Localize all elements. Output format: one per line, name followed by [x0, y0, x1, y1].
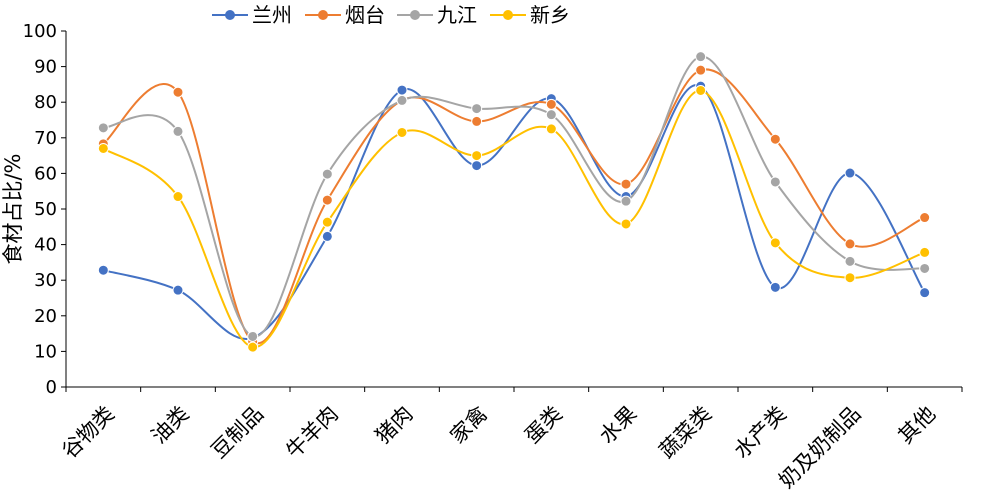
data-point: [247, 341, 259, 353]
data-point: [321, 168, 333, 180]
y-tick-label: 90: [34, 57, 57, 78]
data-point: [919, 287, 931, 299]
x-tick-label: 谷物类: [57, 402, 119, 464]
y-tick-label: 70: [34, 128, 57, 149]
x-tick-label: 奶及奶制品: [774, 402, 865, 493]
legend: 兰州 烟台 九江 新乡: [212, 3, 570, 27]
data-point: [471, 160, 483, 172]
data-point: [321, 230, 333, 242]
data-point: [844, 272, 856, 284]
data-point: [620, 178, 632, 190]
x-tick-label: 牛羊肉: [281, 402, 343, 464]
legend-swatch-marker: [225, 10, 235, 20]
data-point: [97, 142, 109, 154]
x-tick-label: 蔬菜类: [655, 402, 717, 464]
x-tick-label: 水果: [595, 402, 642, 449]
y-tick-label: 100: [23, 21, 57, 42]
series-line: [103, 55, 925, 338]
data-point: [471, 103, 483, 115]
legend-label: 兰州: [252, 3, 292, 27]
x-tick-label: 油类: [147, 402, 194, 449]
series-line: [102, 68, 926, 345]
data-point: [396, 126, 408, 138]
data-point: [769, 133, 781, 145]
legend-item: 兰州: [212, 3, 292, 27]
data-point: [247, 330, 259, 342]
data-point: [695, 84, 707, 96]
y-tick-label: 20: [34, 306, 57, 327]
legend-item: 烟台: [305, 3, 385, 27]
legend-item: 新乡: [490, 3, 570, 27]
data-point: [97, 264, 109, 276]
data-point: [321, 216, 333, 228]
legend-label: 九江: [437, 3, 477, 27]
data-point: [620, 195, 632, 207]
data-point: [321, 194, 333, 206]
data-point: [172, 191, 184, 203]
legend-swatch-marker: [318, 10, 328, 20]
data-point: [919, 212, 931, 224]
y-tick-label: 0: [46, 377, 57, 398]
data-point: [695, 51, 707, 63]
data-point: [471, 150, 483, 162]
data-point: [769, 176, 781, 188]
data-point: [769, 281, 781, 293]
series-4: [97, 84, 931, 353]
y-tick-label: 30: [34, 270, 57, 291]
x-tick-label: 猪肉: [371, 402, 418, 449]
legend-item: 九江: [397, 3, 477, 27]
data-point: [844, 167, 856, 179]
y-axis: 0 10 20 30 40 50 60 70 80 90 100: [23, 21, 67, 398]
data-point: [844, 238, 856, 250]
data-point: [545, 109, 557, 121]
data-point: [172, 86, 184, 98]
y-tick-label: 50: [34, 199, 57, 220]
data-point: [471, 115, 483, 127]
series-layer: [97, 51, 931, 353]
x-tick-label: 其他: [894, 402, 941, 449]
y-tick-label: 60: [34, 163, 57, 184]
data-point: [919, 262, 931, 274]
data-point: [545, 123, 557, 135]
series-3: [97, 51, 931, 342]
data-point: [769, 237, 781, 249]
legend-label: 新乡: [530, 3, 570, 27]
legend-swatch-marker: [410, 10, 420, 20]
legend-swatch-marker: [503, 10, 513, 20]
legend-label: 烟台: [345, 3, 385, 27]
y-tick-label: 40: [34, 235, 57, 256]
data-point: [844, 255, 856, 267]
data-point: [396, 84, 408, 96]
data-point: [172, 284, 184, 296]
data-point: [919, 246, 931, 258]
y-tick-label: 10: [34, 341, 57, 362]
x-tick-label: 豆制品: [207, 402, 269, 464]
y-axis-title: 食材占比/%: [1, 153, 25, 264]
x-tick-label: 水产类: [729, 402, 791, 464]
x-tick-label: 家禽: [446, 402, 493, 449]
data-point: [172, 125, 184, 137]
data-point: [97, 122, 109, 134]
data-point: [396, 94, 408, 106]
series-line: [102, 89, 926, 349]
y-tick-label: 80: [34, 92, 57, 113]
series-line: [103, 83, 926, 341]
data-point: [620, 218, 632, 230]
data-point: [695, 64, 707, 76]
x-tick-label: 蛋类: [520, 402, 567, 449]
data-point: [545, 98, 557, 110]
